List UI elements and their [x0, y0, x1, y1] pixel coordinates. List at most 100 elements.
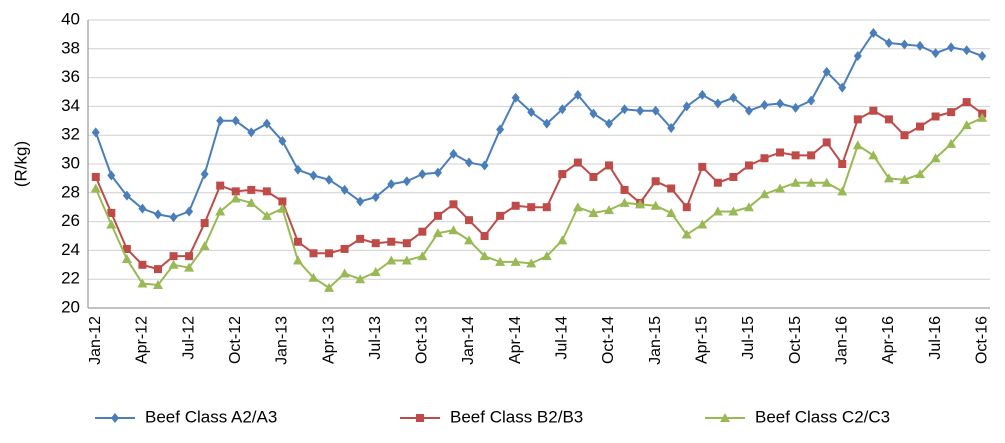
marker: [510, 256, 521, 266]
y-tick-label: 22: [61, 269, 80, 288]
marker: [916, 122, 925, 131]
marker: [465, 157, 474, 168]
marker: [324, 282, 335, 292]
marker: [231, 115, 240, 126]
x-tick-label: Jan-16: [833, 316, 850, 365]
marker: [900, 131, 909, 140]
marker: [340, 184, 349, 195]
y-tick-label: 30: [61, 153, 80, 172]
marker: [511, 92, 520, 103]
marker: [230, 193, 241, 203]
marker: [791, 151, 800, 160]
marker: [589, 172, 598, 181]
marker: [309, 249, 318, 258]
marker: [759, 189, 770, 199]
x-tick-label: Jul-12: [180, 316, 197, 360]
marker: [215, 206, 226, 216]
marker: [90, 183, 101, 193]
marker: [541, 251, 552, 261]
marker: [464, 235, 475, 245]
marker: [869, 106, 878, 115]
marker: [728, 206, 739, 216]
marker: [603, 205, 614, 215]
y-tick-label: 28: [61, 182, 80, 201]
marker: [293, 164, 302, 175]
y-tick-label: 20: [61, 297, 80, 316]
marker: [682, 203, 691, 212]
marker: [293, 237, 302, 246]
x-tick-label: Jan-14: [460, 316, 477, 365]
marker: [278, 197, 287, 206]
marker: [807, 95, 816, 106]
marker: [216, 115, 225, 126]
marker: [542, 203, 551, 212]
marker: [775, 183, 786, 193]
marker: [185, 206, 194, 217]
marker: [199, 241, 210, 251]
marker: [138, 203, 147, 214]
marker: [821, 177, 832, 187]
marker: [231, 187, 240, 196]
x-tick-label: Oct-12: [227, 316, 244, 364]
marker: [698, 89, 707, 100]
marker: [448, 225, 459, 235]
marker: [619, 197, 630, 207]
x-tick-label: Oct-13: [414, 316, 431, 364]
x-tick-label: Jul-13: [367, 316, 384, 360]
legend-label: Beef Class C2/C3: [755, 407, 890, 426]
marker: [667, 123, 676, 133]
marker: [744, 105, 753, 116]
marker: [169, 252, 178, 261]
marker: [744, 161, 753, 170]
marker: [370, 267, 381, 276]
marker: [418, 169, 427, 180]
marker: [978, 51, 987, 61]
marker: [308, 272, 319, 282]
marker: [776, 98, 785, 109]
marker: [542, 118, 551, 129]
marker: [168, 259, 179, 269]
marker: [651, 177, 660, 186]
marker: [387, 179, 396, 190]
marker: [91, 172, 100, 181]
marker: [107, 208, 116, 217]
marker: [496, 211, 505, 220]
marker: [355, 274, 366, 284]
marker: [121, 254, 132, 264]
series-line: [94, 100, 983, 271]
marker: [152, 279, 163, 289]
x-tick-label: Jan-12: [87, 316, 104, 365]
x-tick-label: Apr-16: [880, 316, 897, 364]
marker: [402, 239, 411, 248]
marker: [635, 199, 646, 209]
marker: [962, 45, 971, 56]
marker: [527, 203, 536, 212]
marker: [185, 252, 194, 261]
marker: [790, 177, 801, 187]
marker: [107, 170, 116, 181]
x-tick-label: Jul-14: [554, 316, 571, 360]
marker: [620, 104, 629, 115]
y-axis-title: (R/kg): [11, 141, 30, 187]
y-tick-label: 24: [61, 240, 80, 259]
marker: [325, 249, 334, 258]
x-tick-label: Jul-16: [927, 316, 944, 360]
marker: [743, 202, 754, 212]
marker: [417, 251, 428, 261]
marker: [807, 151, 816, 160]
y-tick-label: 40: [61, 9, 80, 28]
marker: [526, 258, 537, 268]
marker: [776, 148, 785, 157]
x-tick-label: Apr-15: [694, 316, 711, 364]
marker: [667, 184, 676, 193]
marker: [698, 162, 707, 171]
marker: [713, 98, 722, 109]
marker: [169, 212, 178, 223]
marker: [666, 207, 677, 217]
marker: [930, 153, 941, 163]
marker: [884, 115, 893, 124]
marker: [931, 112, 940, 121]
marker: [386, 255, 397, 265]
marker: [91, 127, 100, 138]
